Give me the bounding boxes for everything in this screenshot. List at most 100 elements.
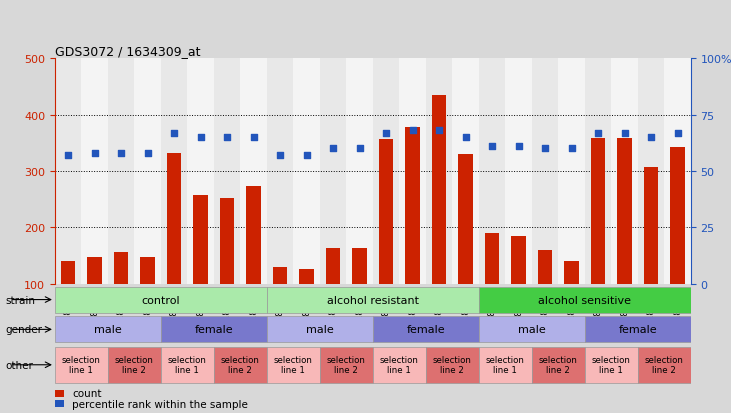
Text: other: other [6,360,34,370]
Bar [107,347,161,383]
Point [512,144,524,150]
Bar [135,59,161,284]
Bar [479,287,691,313]
Bar [213,347,267,383]
Bar [346,59,373,284]
Text: percentile rank within the sample: percentile rank within the sample [72,399,248,409]
Bar [267,59,293,284]
Text: selection
line 2: selection line 2 [221,355,260,375]
Text: selection
line 2: selection line 2 [645,355,683,375]
Point [460,135,471,141]
Bar [246,186,261,284]
Bar [538,250,553,284]
Bar [458,155,473,284]
Bar [81,59,107,284]
Bar [485,233,499,284]
Bar [267,347,319,383]
Bar [585,59,611,284]
Bar [479,317,585,342]
Bar [373,59,399,284]
Point [274,152,286,159]
Bar [161,347,213,383]
Point [672,130,683,137]
Bar [273,267,287,284]
Point [62,152,74,159]
Bar [293,59,319,284]
Bar [55,287,267,313]
Bar [432,96,447,284]
Bar [187,59,213,284]
Bar [558,59,585,284]
Bar [352,248,367,284]
Bar [405,128,420,284]
Bar [425,347,479,383]
Text: selection
line 1: selection line 1 [168,355,207,375]
Text: selection
line 1: selection line 1 [486,355,525,375]
Text: male: male [518,325,545,335]
Point [168,130,180,137]
Bar [167,154,181,284]
Text: selection
line 2: selection line 2 [115,355,154,375]
Text: selection
line 1: selection line 1 [592,355,631,375]
Bar [399,59,425,284]
Point [433,128,445,134]
Text: count: count [72,388,102,398]
Bar [161,317,267,342]
Bar [505,59,531,284]
Bar [213,59,240,284]
Point [566,146,577,152]
Text: female: female [618,325,657,335]
Point [248,135,260,141]
Bar [373,317,479,342]
Text: selection
line 2: selection line 2 [433,355,471,375]
Bar [637,347,691,383]
Bar [114,252,129,284]
Bar [373,347,425,383]
Text: selection
line 2: selection line 2 [327,355,366,375]
Bar [452,59,479,284]
Bar [319,59,346,284]
Bar [299,269,314,284]
Text: selection
line 2: selection line 2 [539,355,577,375]
Point [645,135,657,141]
Bar [326,249,341,284]
Point [486,144,498,150]
Bar [585,317,691,342]
Bar [220,198,235,284]
Text: strain: strain [6,295,36,305]
Bar [479,59,505,284]
Text: selection
line 1: selection line 1 [62,355,101,375]
Text: GDS3072 / 1634309_at: GDS3072 / 1634309_at [55,45,200,58]
Text: control: control [142,295,180,305]
Point [539,146,551,152]
Bar [425,59,452,284]
Bar [664,59,691,284]
Bar [531,59,558,284]
Text: gender: gender [6,325,43,335]
Point [88,150,100,157]
Bar [55,401,64,408]
Bar [55,347,107,383]
Bar [267,317,373,342]
Point [115,150,127,157]
Text: female: female [194,325,233,335]
Bar [479,347,531,383]
Bar [511,236,526,284]
Point [194,135,206,141]
Bar [240,59,267,284]
Text: alcohol resistant: alcohol resistant [327,295,419,305]
Bar [55,389,64,396]
Text: male: male [94,325,121,335]
Bar [564,262,579,284]
Bar [531,347,585,383]
Point [354,146,366,152]
Bar [161,59,187,284]
Bar [591,139,605,284]
Text: selection
line 1: selection line 1 [380,355,419,375]
Point [327,146,339,152]
Text: female: female [406,325,445,335]
Bar [617,139,632,284]
Bar [611,59,637,284]
Point [592,130,604,137]
Point [221,135,233,141]
